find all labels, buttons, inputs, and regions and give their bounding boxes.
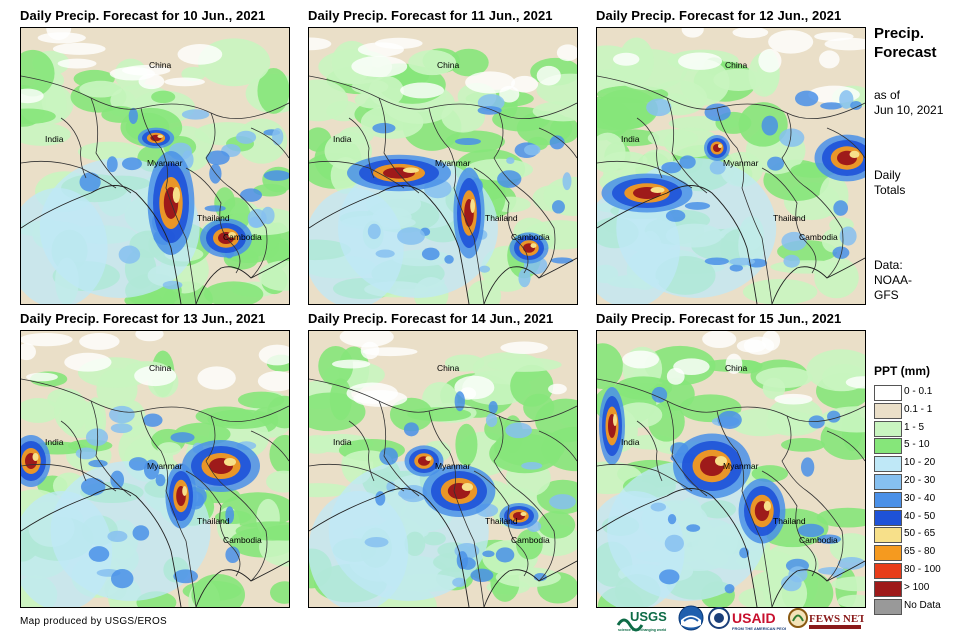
noaa-logo [678, 605, 706, 633]
usgs-logo: USGS science for a changing world [616, 605, 676, 633]
data-source: Data: NOAA- GFS [874, 258, 912, 303]
svg-text:USGS: USGS [630, 609, 667, 624]
forecast-panel-jun14: Daily Precip. Forecast for 14 Jun., 2021… [308, 311, 598, 608]
place-label-thailand: Thailand [197, 213, 230, 223]
precip-map: China India Myanmar Thailand Cambodia [20, 330, 290, 608]
legend-swatch [874, 580, 902, 597]
totals-line1: Daily [874, 168, 901, 182]
legend-swatch [874, 473, 902, 490]
totals-line2: Totals [874, 183, 906, 197]
legend-label: 0.1 - 1 [904, 403, 933, 415]
panel-title: Daily Precip. Forecast for 12 Jun., 2021 [596, 8, 842, 23]
panel-title: Daily Precip. Forecast for 14 Jun., 2021 [308, 311, 554, 326]
place-label-cambodia: Cambodia [799, 232, 838, 242]
data-line3: GFS [874, 288, 899, 302]
data-line2: NOAA- [874, 273, 913, 287]
legend-swatch [874, 420, 902, 437]
place-label-cambodia: Cambodia [223, 232, 262, 242]
place-label-cambodia: Cambodia [799, 535, 838, 545]
svg-text:FROM THE AMERICAN PEOPLE: FROM THE AMERICAN PEOPLE [732, 626, 786, 631]
legend-swatch [874, 527, 902, 544]
legend-swatch [874, 562, 902, 579]
data-line1: Data: [874, 258, 903, 272]
legend-label: 20 - 30 [904, 474, 936, 486]
place-label-thailand: Thailand [773, 516, 806, 526]
place-label-china: China [437, 363, 460, 373]
place-label-india: India [333, 437, 352, 447]
legend-label: No Data [904, 599, 941, 611]
legend-label: 30 - 40 [904, 492, 936, 504]
place-label-china: China [149, 60, 172, 70]
legend-label: 10 - 20 [904, 457, 936, 469]
place-label-cambodia: Cambodia [511, 232, 550, 242]
as-of-line2: Jun 10, 2021 [874, 103, 944, 117]
place-label-india: India [45, 134, 64, 144]
place-label-thailand: Thailand [485, 213, 518, 223]
legend-label: 80 - 100 [904, 563, 941, 575]
legend-label: 1 - 5 [904, 421, 925, 433]
precip-map: China India Myanmar Thailand Cambodia [596, 330, 866, 608]
place-label-myanmar: Myanmar [147, 461, 183, 471]
side-title-line1: Precip. [874, 25, 925, 42]
precip-map: China India Myanmar Thailand Cambodia [308, 27, 578, 305]
agency-logos: USGS science for a changing world USAID … [616, 605, 866, 635]
legend-swatch [874, 385, 902, 401]
panel-title: Daily Precip. Forecast for 10 Jun., 2021 [20, 8, 266, 23]
place-label-india: India [621, 134, 640, 144]
panel-title: Daily Precip. Forecast for 15 Jun., 2021 [596, 311, 842, 326]
place-label-myanmar: Myanmar [435, 158, 471, 168]
forecast-panel-jun15: Daily Precip. Forecast for 15 Jun., 2021… [596, 311, 886, 608]
legend-swatch [874, 598, 902, 615]
precip-map: China India Myanmar Thailand Cambodia [20, 27, 290, 305]
legend-title: PPT (mm) [874, 364, 931, 378]
legend-label: 50 - 65 [904, 528, 936, 540]
place-label-thailand: Thailand [197, 516, 230, 526]
legend-label: 40 - 50 [904, 510, 936, 522]
place-label-india: India [621, 437, 640, 447]
svg-text:FEWS NET: FEWS NET [809, 613, 864, 625]
precip-map: China India Myanmar Thailand Cambodia [308, 330, 578, 608]
legend-swatch [874, 456, 902, 473]
panel-title: Daily Precip. Forecast for 11 Jun., 2021 [308, 8, 553, 23]
forecast-panel-jun13: Daily Precip. Forecast for 13 Jun., 2021… [20, 311, 310, 608]
svg-text:science for a changing world: science for a changing world [618, 628, 666, 632]
as-of-line1: as of [874, 88, 901, 102]
forecast-panel-jun12: Daily Precip. Forecast for 12 Jun., 2021… [596, 8, 886, 305]
as-of-date: as of Jun 10, 2021 [874, 88, 943, 118]
legend-label: 0 - 0.1 [904, 386, 933, 397]
place-label-cambodia: Cambodia [511, 535, 550, 545]
legend-swatch [874, 402, 902, 419]
place-label-myanmar: Myanmar [723, 158, 759, 168]
totals-note: Daily Totals [874, 168, 905, 198]
panel-title: Daily Precip. Forecast for 13 Jun., 2021 [20, 311, 266, 326]
place-label-china: China [437, 60, 460, 70]
place-label-myanmar: Myanmar [147, 158, 183, 168]
legend-swatch [874, 491, 902, 508]
fewsnet-logo: FEWS NET [788, 605, 866, 633]
legend-swatch [874, 438, 902, 455]
legend-label: 65 - 80 [904, 546, 936, 558]
legend-label: > 100 [904, 581, 930, 593]
place-label-china: China [725, 60, 748, 70]
side-title-line2: Forecast [874, 44, 937, 61]
place-label-india: India [333, 134, 352, 144]
legend-swatch [874, 509, 902, 526]
legend-label: 5 - 10 [904, 439, 930, 451]
place-label-india: India [45, 437, 64, 447]
usaid-logo: USAID FROM THE AMERICAN PEOPLE [708, 605, 793, 633]
place-label-china: China [725, 363, 748, 373]
legend-swatch [874, 545, 902, 562]
forecast-panel-jun11: Daily Precip. Forecast for 11 Jun., 2021… [308, 8, 598, 305]
side-title: Precip. Forecast [874, 24, 937, 62]
map-credit: Map produced by USGS/EROS [20, 616, 168, 627]
place-label-thailand: Thailand [773, 213, 806, 223]
precip-map: China India Myanmar Thailand Cambodia [596, 27, 866, 305]
place-label-cambodia: Cambodia [223, 535, 262, 545]
place-label-myanmar: Myanmar [723, 461, 759, 471]
place-label-myanmar: Myanmar [435, 461, 471, 471]
place-label-thailand: Thailand [485, 516, 518, 526]
svg-text:USAID: USAID [732, 610, 776, 626]
place-label-china: China [149, 363, 172, 373]
forecast-panel-jun10: Daily Precip. Forecast for 10 Jun., 2021… [20, 8, 310, 305]
